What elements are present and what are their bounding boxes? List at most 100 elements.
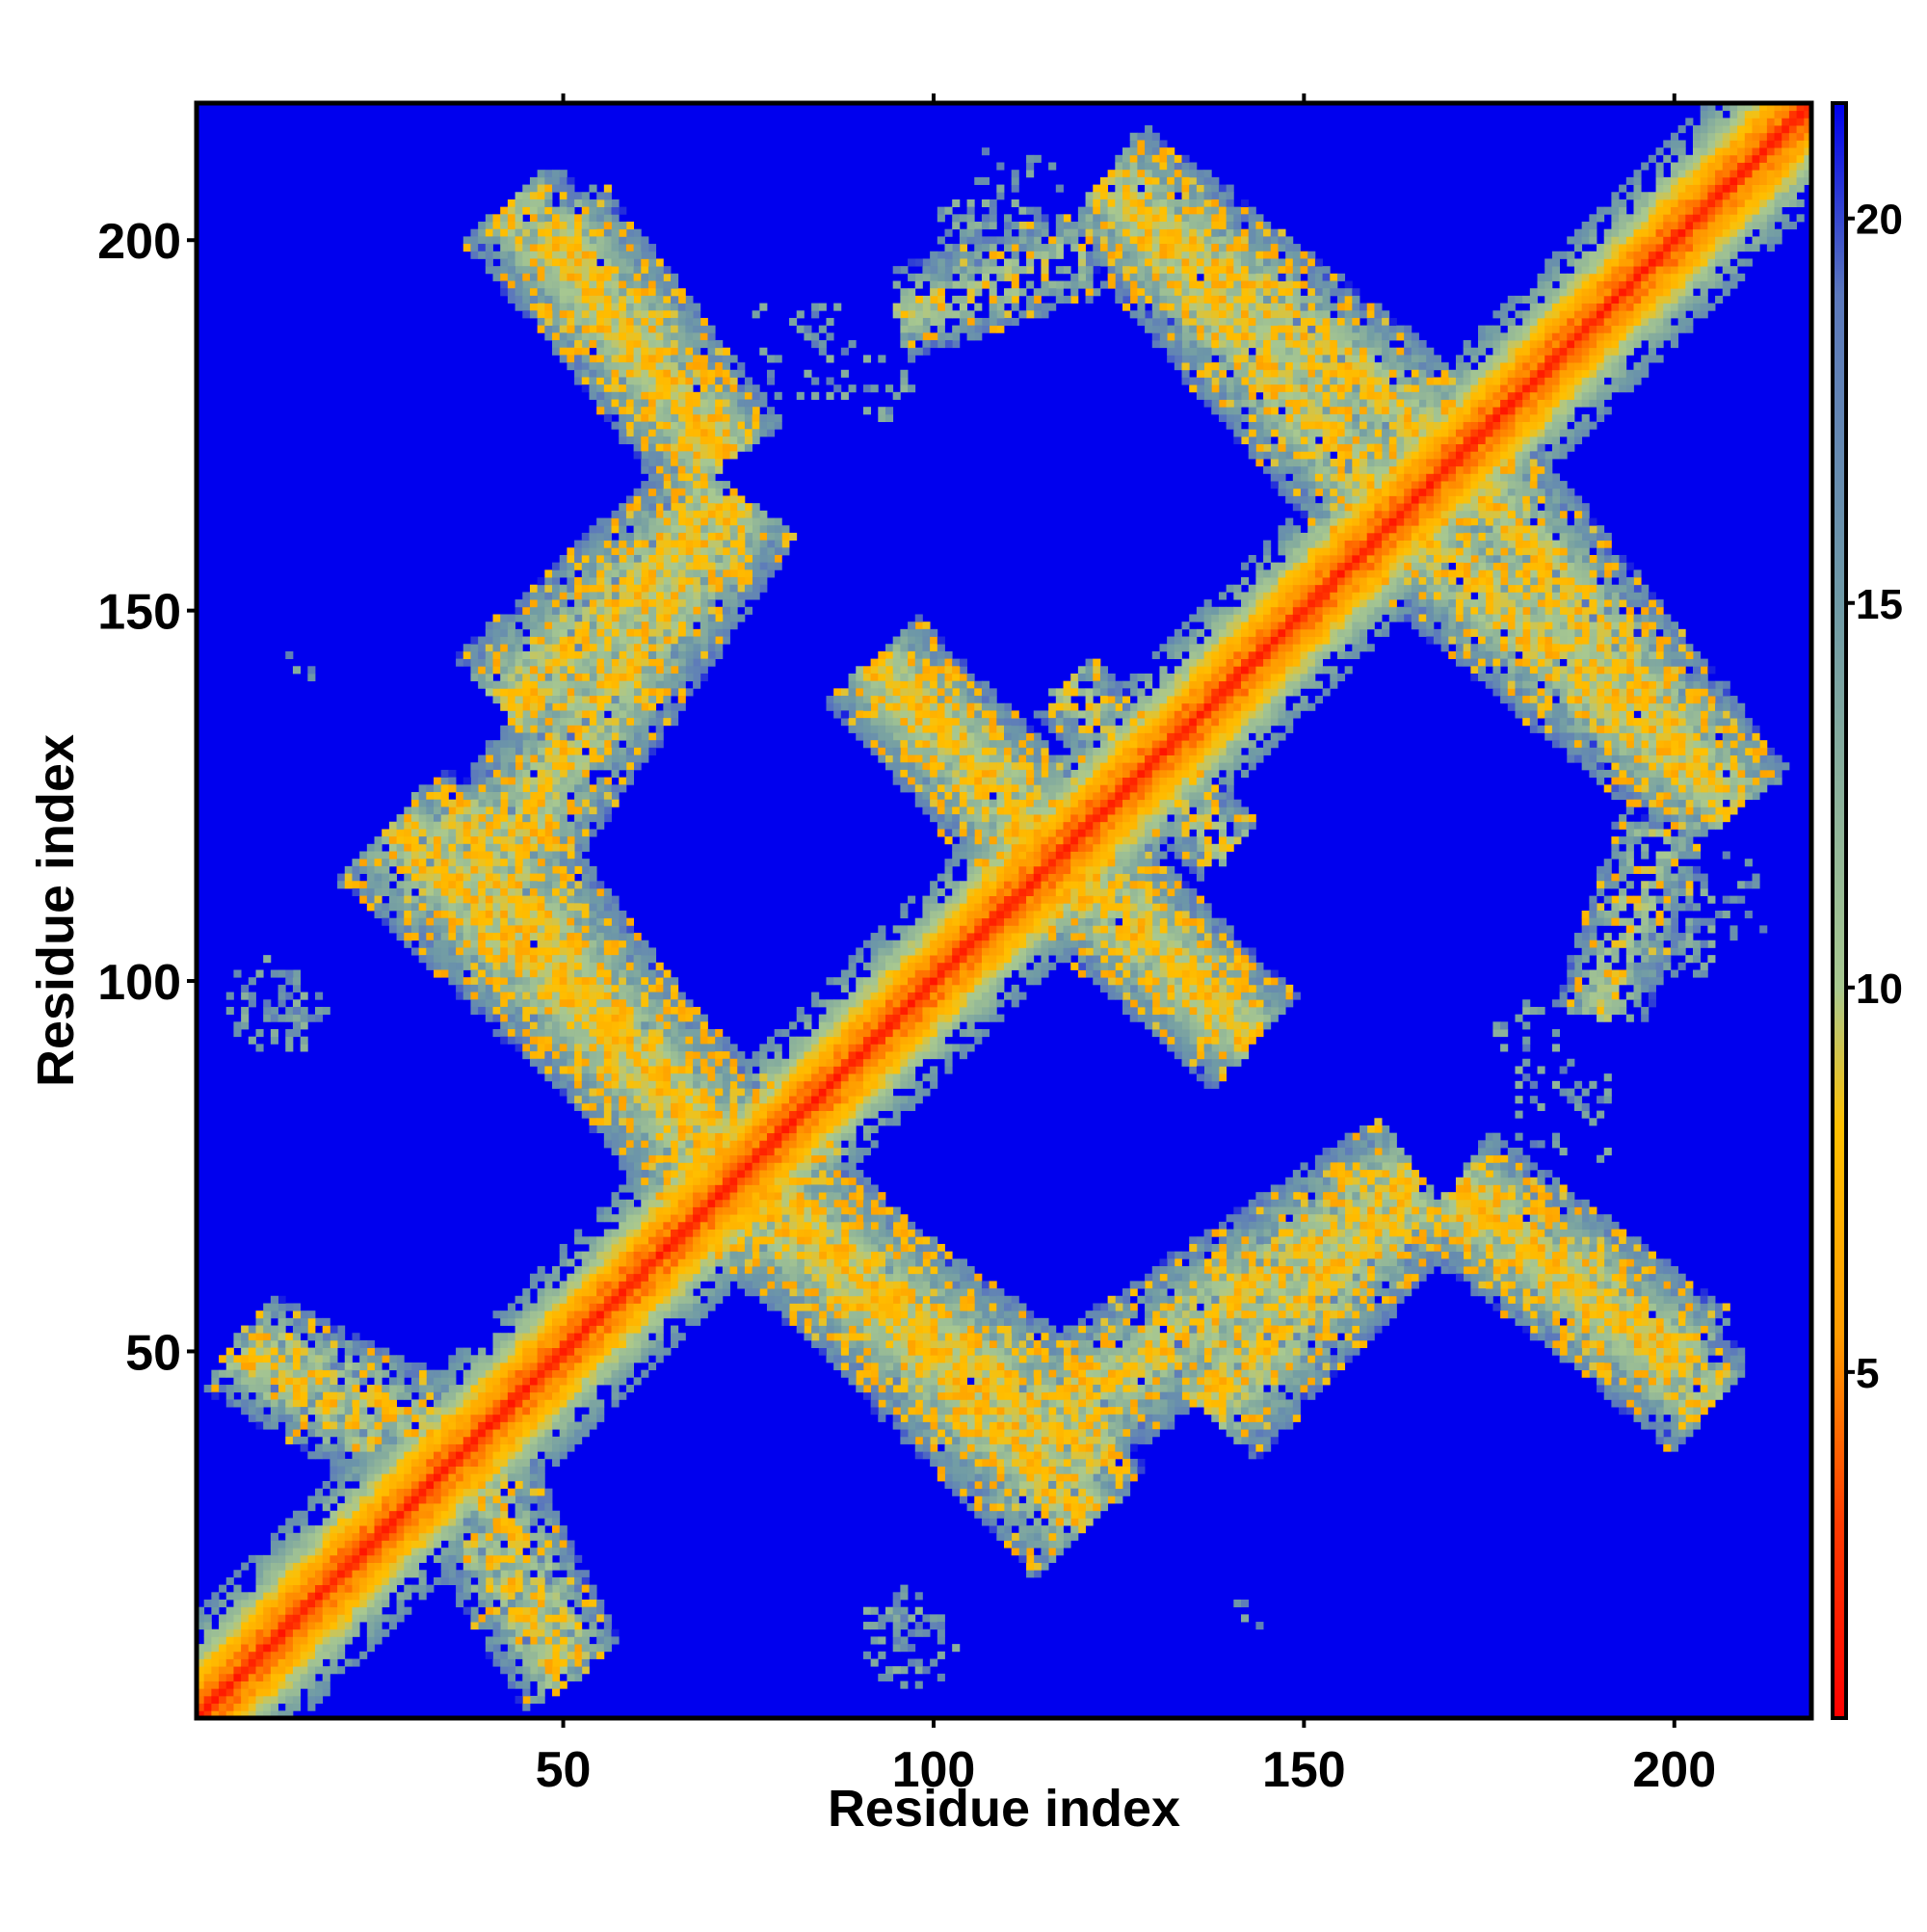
heatmap-cell (648, 1222, 656, 1230)
heatmap-cell (781, 1155, 789, 1163)
heatmap-cell (871, 977, 879, 985)
heatmap-cell (945, 881, 953, 888)
heatmap-cell (982, 955, 990, 963)
heatmap-cell (878, 940, 885, 948)
heatmap-cell (797, 1111, 805, 1119)
heatmap-cell (493, 1429, 501, 1437)
heatmap-cell (1567, 326, 1574, 333)
heatmap-cell (211, 1592, 219, 1600)
heatmap-cell (745, 1244, 752, 1252)
heatmap-cell (367, 1525, 375, 1533)
heatmap-cell (863, 1007, 871, 1015)
heatmap-cell (1182, 784, 1190, 792)
heatmap-cell (1041, 955, 1048, 963)
heatmap-cell (574, 1236, 582, 1244)
heatmap-cell (1034, 911, 1042, 918)
heatmap-cell (1500, 392, 1508, 400)
heatmap-cell (1241, 629, 1249, 637)
heatmap-cell (323, 1577, 330, 1585)
heatmap-cell (493, 1437, 501, 1444)
heatmap-cell (915, 1007, 923, 1015)
heatmap-cell (974, 970, 982, 978)
heatmap-cell (1633, 332, 1641, 340)
heatmap-cell (1330, 547, 1337, 555)
heatmap-cell (619, 1340, 626, 1348)
heatmap-cell (1130, 703, 1138, 711)
heatmap-cell (1345, 533, 1353, 541)
heatmap-cell (1367, 607, 1375, 615)
heatmap-cell (1175, 718, 1182, 726)
heatmap-cell (434, 1370, 441, 1378)
heatmap-cell (775, 1148, 782, 1155)
heatmap-cell (315, 1629, 323, 1637)
heatmap-cell (648, 1230, 656, 1237)
heatmap-cell (1641, 318, 1649, 326)
heatmap-cell (293, 1548, 301, 1555)
heatmap-cell (1233, 659, 1241, 667)
heatmap-cell (1323, 637, 1331, 645)
heatmap-cell (1567, 318, 1574, 326)
heatmap-cell (685, 1244, 693, 1252)
heatmap-cell (330, 1525, 337, 1533)
heatmap-cell (544, 1407, 552, 1415)
heatmap-cell (470, 1540, 478, 1548)
heatmap-cell (826, 1081, 833, 1089)
heatmap-cell (1330, 533, 1337, 541)
heatmap-cell (1656, 296, 1664, 304)
heatmap-cell (1233, 585, 1241, 593)
heatmap-cell (1515, 392, 1522, 400)
heatmap-cell (1464, 459, 1471, 466)
heatmap-cell (1656, 163, 1664, 171)
heatmap-cell (1070, 874, 1078, 882)
heatmap-cell (1100, 726, 1108, 733)
heatmap-cell (967, 896, 975, 904)
heatmap-cell (1026, 836, 1034, 844)
heatmap-cell (1271, 585, 1279, 593)
heatmap-cell (990, 947, 997, 955)
heatmap-cell (1367, 541, 1375, 548)
heatmap-cell (1159, 688, 1167, 696)
heatmap-cell (397, 1421, 405, 1429)
heatmap-cell (241, 1652, 249, 1659)
heatmap-cell (1367, 459, 1375, 466)
heatmap-cell (1249, 681, 1256, 689)
heatmap-cell (307, 1555, 315, 1563)
heatmap-cell (737, 1222, 745, 1230)
heatmap-cell (278, 1585, 286, 1593)
heatmap-cell (1633, 258, 1641, 266)
heatmap-cell (463, 1421, 471, 1429)
heatmap-cell (463, 1429, 471, 1437)
heatmap-cell (856, 1066, 863, 1073)
heatmap-cell (937, 874, 945, 882)
heatmap-cell (849, 1111, 857, 1119)
heatmap-cell (1189, 644, 1197, 651)
heatmap-cell (634, 1184, 642, 1192)
heatmap-cell (1263, 726, 1271, 733)
heatmap-cell (641, 1178, 648, 1185)
heatmap-cell (671, 1252, 678, 1259)
heatmap-cell (515, 1385, 523, 1392)
heatmap-cell (775, 1059, 782, 1067)
heatmap-cell (560, 1444, 568, 1452)
heatmap-cell (1034, 963, 1042, 970)
heatmap-cell (1641, 304, 1649, 311)
heatmap-cell (833, 1037, 841, 1045)
heatmap-cell (1241, 703, 1249, 711)
heatmap-cell (737, 1081, 745, 1089)
heatmap-cell (463, 1370, 471, 1378)
heatmap-cell (908, 1066, 915, 1073)
heatmap-cell (1285, 563, 1293, 570)
heatmap-cell (723, 1162, 730, 1170)
heatmap-cell (1604, 407, 1612, 414)
heatmap-cell (1159, 792, 1167, 800)
heatmap-cell (515, 1437, 523, 1444)
heatmap-cell (382, 1473, 389, 1481)
heatmap-cell (574, 1340, 582, 1348)
heatmap-cell (648, 1281, 656, 1288)
heatmap-cell (1626, 348, 1634, 356)
heatmap-cell (715, 1274, 723, 1282)
heatmap-cell (293, 1563, 301, 1571)
heatmap-cell (856, 1044, 863, 1051)
heatmap-cell (375, 1467, 383, 1474)
heatmap-cell (856, 1096, 863, 1103)
